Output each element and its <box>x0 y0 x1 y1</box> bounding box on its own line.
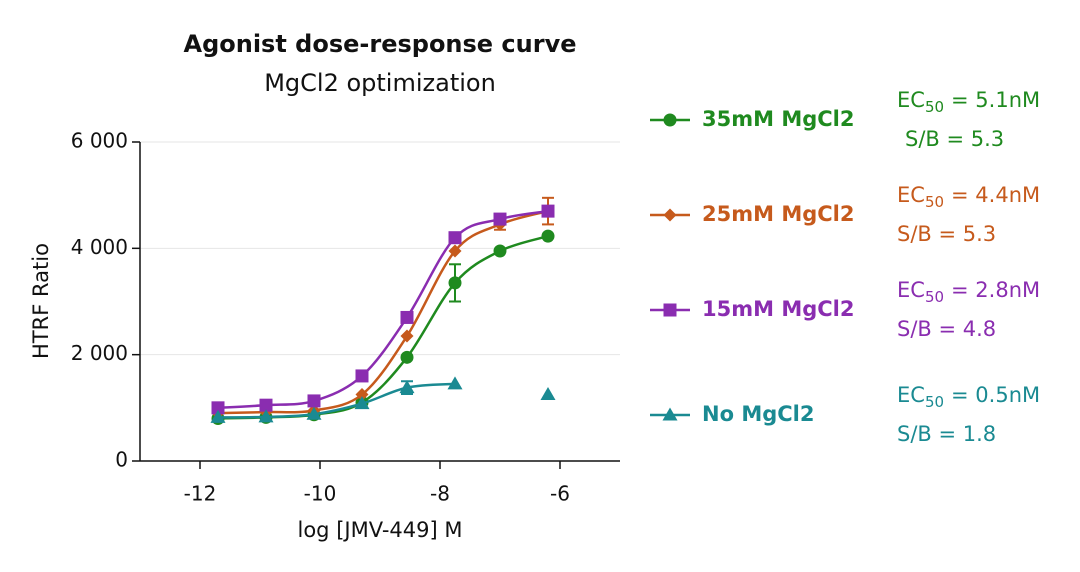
ec50-symbol: EC <box>897 278 925 302</box>
ec50-value: = 4.4nM <box>951 183 1040 207</box>
marker <box>493 212 507 226</box>
marker <box>448 244 462 258</box>
chart-subtitle: MgCl2 optimization <box>264 69 496 97</box>
marker <box>400 329 414 343</box>
sb-annotation: S/B = 4.8 <box>897 317 996 341</box>
ec50-value: = 5.1nM <box>951 88 1040 112</box>
y-tick-label: 0 <box>115 448 128 472</box>
marker <box>448 231 462 245</box>
marker <box>355 369 369 383</box>
legend-label: 15mM MgCl2 <box>702 297 854 321</box>
x-tick-label: -8 <box>430 482 450 506</box>
ec50-annotation: EC50 = 2.8nM <box>897 278 1040 306</box>
sb-annotation: S/B = 5.3 <box>897 222 996 246</box>
marker <box>307 394 321 408</box>
y-axis-label: HTRF Ratio <box>29 243 53 359</box>
ec50-subscript: 50 <box>925 288 944 306</box>
ec50-symbol: EC <box>897 88 925 112</box>
marker <box>663 113 677 127</box>
sb-annotation: S/B = 1.8 <box>897 422 996 446</box>
ec50-annotation: EC50 = 5.1nM <box>897 88 1040 116</box>
marker <box>258 409 274 423</box>
x-tick-label: -6 <box>550 482 570 506</box>
x-axis-label: log [JMV-449] M <box>298 518 463 542</box>
marker <box>211 401 225 415</box>
marker <box>400 310 414 324</box>
ec50-symbol: EC <box>897 383 925 407</box>
legend-label: 35mM MgCl2 <box>702 107 854 131</box>
marker <box>400 350 414 364</box>
fit-curve <box>217 209 549 410</box>
x-tick-label: -12 <box>184 482 217 506</box>
marker <box>541 204 555 218</box>
marker <box>663 208 677 222</box>
ec50-annotation: EC50 = 0.5nM <box>897 383 1040 411</box>
marker <box>541 229 555 243</box>
chart-title: Agonist dose-response curve <box>184 30 577 58</box>
y-tick-label: 4 000 <box>71 235 128 259</box>
fit-curve <box>217 234 549 420</box>
sb-annotation: S/B = 5.3 <box>905 127 1004 151</box>
y-tick-label: 2 000 <box>71 341 128 365</box>
ec50-subscript: 50 <box>925 98 944 116</box>
marker <box>540 387 556 401</box>
ec50-subscript: 50 <box>925 393 944 411</box>
ec50-value: = 0.5nM <box>951 383 1040 407</box>
marker <box>447 376 463 390</box>
marker <box>448 276 462 290</box>
y-tick-label: 6 000 <box>71 129 128 153</box>
marker <box>662 407 678 421</box>
marker <box>259 398 273 412</box>
legend-label: No MgCl2 <box>702 402 814 426</box>
marker <box>493 244 507 258</box>
x-tick-label: -10 <box>304 482 337 506</box>
marker <box>354 396 370 410</box>
marker <box>210 409 226 423</box>
ec50-value: = 2.8nM <box>951 278 1040 302</box>
legend-label: 25mM MgCl2 <box>702 202 854 226</box>
ec50-subscript: 50 <box>925 193 944 211</box>
marker <box>663 303 677 317</box>
ec50-symbol: EC <box>897 183 925 207</box>
ec50-annotation: EC50 = 4.4nM <box>897 183 1040 211</box>
marker <box>306 406 322 420</box>
fit-curve <box>217 209 549 415</box>
marker <box>355 388 369 402</box>
marker <box>399 380 415 394</box>
